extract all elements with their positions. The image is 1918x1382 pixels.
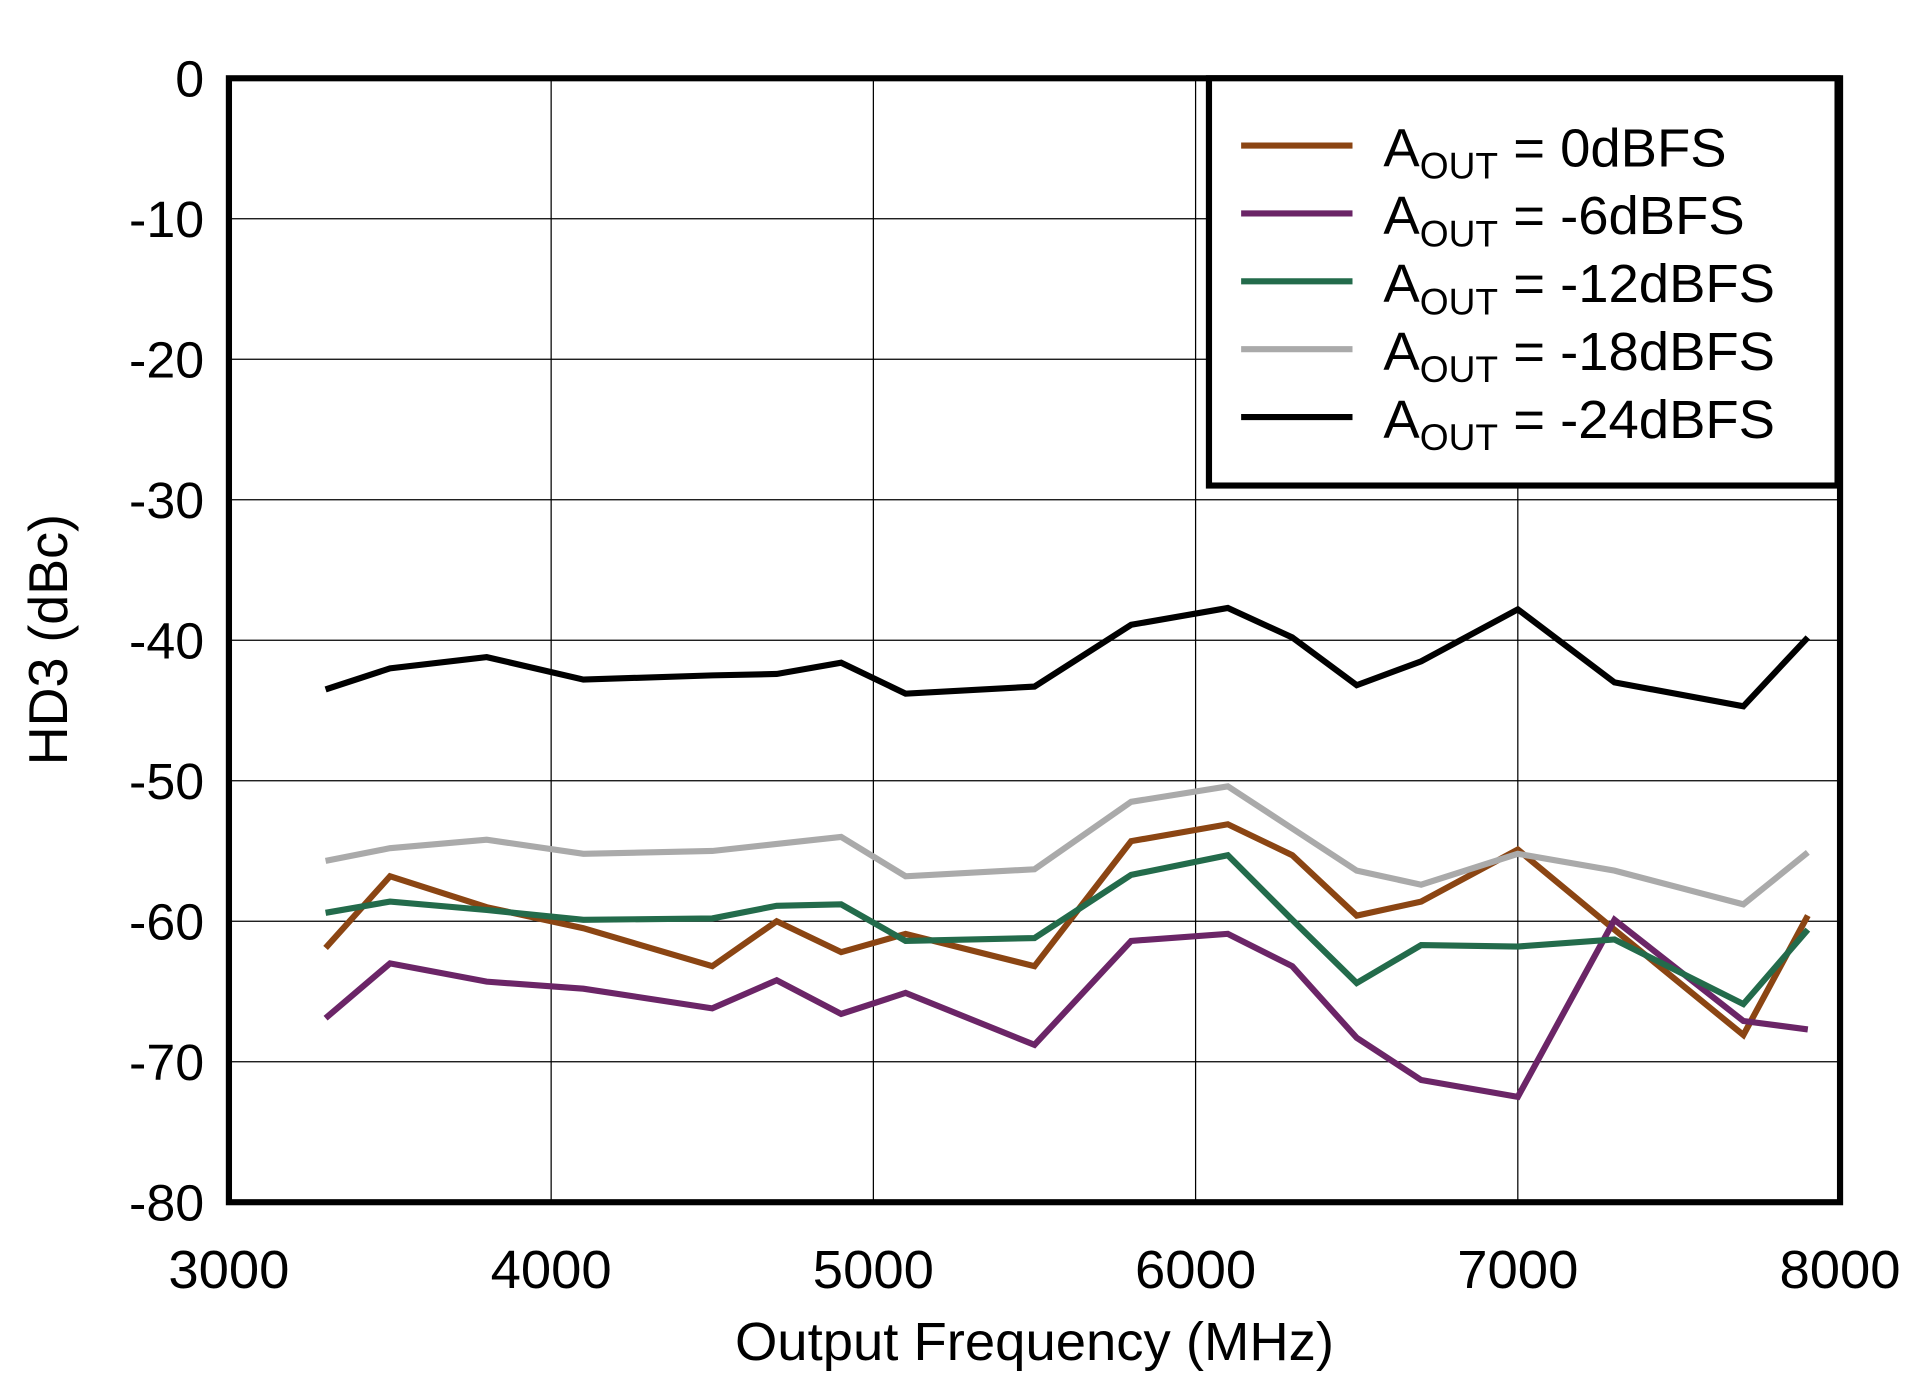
legend-entry: AOUT = 0dBFS xyxy=(1383,119,1726,187)
x-tick-label: 5000 xyxy=(813,1240,934,1300)
legend-entry: AOUT = -18dBFS xyxy=(1383,322,1775,390)
y-tick-label: -80 xyxy=(129,1174,204,1232)
series-line-3 xyxy=(324,783,1810,908)
legend-entry: AOUT = -24dBFS xyxy=(1383,390,1775,458)
series-line-0 xyxy=(323,821,1811,1040)
series-line-1 xyxy=(323,915,1809,1101)
y-tick-label: -20 xyxy=(129,331,204,389)
legend-entry: AOUT = -6dBFS xyxy=(1383,186,1744,254)
x-tick-label: 8000 xyxy=(1779,1240,1900,1300)
y-tick-label: -10 xyxy=(129,190,204,248)
x-tick-label: 4000 xyxy=(491,1240,612,1300)
y-tick-label: -70 xyxy=(129,1033,204,1091)
y-tick-label: 0 xyxy=(175,50,204,108)
x-axis-label: Output Frequency (MHz) xyxy=(735,1312,1334,1372)
x-tick-label: 7000 xyxy=(1457,1240,1578,1300)
series-lines xyxy=(323,604,1811,1101)
tick-labels: 3000 4000 5000 6000 7000 8000 0 -10 -20 -30 -40 -50… xyxy=(129,50,1901,1300)
y-tick-label: -50 xyxy=(129,752,204,810)
x-tick-label: 6000 xyxy=(1135,1240,1256,1300)
legend-entry: AOUT = -12dBFS xyxy=(1383,254,1775,322)
y-tick-label: -40 xyxy=(129,612,204,670)
series-line-2 xyxy=(325,851,1811,1008)
plot-frame xyxy=(225,75,1844,1206)
y-axis-label: HD3 (dBc) xyxy=(19,514,79,765)
y-tick-label: -30 xyxy=(129,471,204,529)
series-line-4 xyxy=(324,604,1811,710)
x-tick-label: 3000 xyxy=(168,1240,289,1300)
y-tick-label: -60 xyxy=(129,893,204,951)
